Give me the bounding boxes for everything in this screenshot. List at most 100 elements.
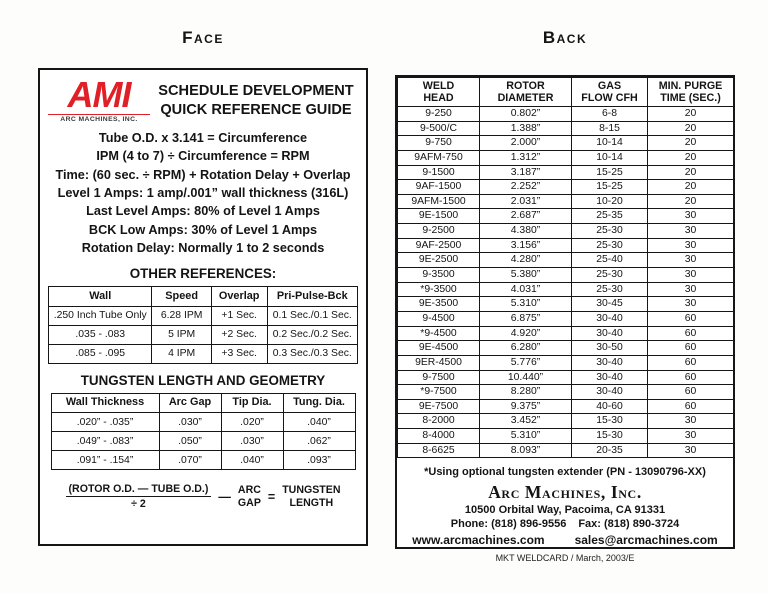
column-header-overlap: Overlap <box>210 286 268 307</box>
table-cell: 25-30 <box>571 267 648 283</box>
tungsten-length-formula: (ROTOR O.D. — TUBE O.D.) ÷ 2 — ARC GAP =… <box>48 483 358 510</box>
table-cell: 9-4500 <box>397 310 480 327</box>
tungsten-heading: TUNGSTEN LENGTH AND GEOMETRY <box>80 372 326 388</box>
table-cell: 60 <box>647 384 734 400</box>
table-cell: 60 <box>647 354 734 371</box>
table-row: .035 - .083 5 IPM +2 Sec. 0.2 Sec./0.2 Sec. <box>47 324 359 345</box>
table-cell: 30-45 <box>571 296 648 312</box>
table-cell: 30 <box>647 237 734 254</box>
table-cell: *9-7500 <box>397 384 480 400</box>
table-cell: 20 <box>647 164 734 181</box>
formula-denominator: ÷ 2 <box>131 498 146 511</box>
table-header-row: WELD HEAD ROTOR DIAMETER GAS FLOW CFH MI… <box>397 77 734 107</box>
table-cell: 6.875” <box>479 310 572 327</box>
table-row: .091” - .154” .070” .040” .093” <box>50 450 356 471</box>
table-cell: 9AFM-750 <box>397 149 480 166</box>
tungsten-label: TUNGSTEN <box>282 484 341 497</box>
table-cell: 0.1 Sec./0.1 Sec. <box>266 305 359 326</box>
table-cell: 15-30 <box>571 413 648 430</box>
table-cell: 9ER-4500 <box>397 354 480 371</box>
company-address: 10500 Orbital Way, Pacoima, CA 91331 <box>464 504 666 517</box>
formula-line: Rotation Delay: Normally 1 to 2 seconds <box>81 240 325 255</box>
table-cell: 20 <box>647 179 734 195</box>
table-cell: 9E-1500 <box>397 208 480 225</box>
table-row: *9-3500 4.031” 25-30 30 <box>397 281 734 298</box>
table-cell: 8-2000 <box>397 413 480 430</box>
tungsten-table: Wall Thickness Arc Gap Tip Dia. Tung. Di… <box>50 392 356 471</box>
company-name: Arc Machines, Inc. <box>488 482 642 503</box>
table-cell: 30-40 <box>571 325 648 342</box>
table-row: 9E-1500 2.687” 25-35 30 <box>397 208 734 225</box>
table-cell: 30 <box>647 208 734 225</box>
other-references-heading: OTHER REFERENCES: <box>129 266 277 282</box>
table-row: .049” - .083” .050” .030” .062” <box>50 431 356 452</box>
table-cell: 30-50 <box>571 340 648 356</box>
table-cell: 30 <box>647 281 734 298</box>
table-cell: 10-14 <box>571 149 648 166</box>
table-cell: 1.312” <box>479 149 572 166</box>
table-cell: +2 Sec. <box>210 324 268 345</box>
table-row: 9-750 2.000” 10-14 20 <box>397 135 734 151</box>
table-cell: 30 <box>647 252 734 269</box>
table-cell: 20 <box>647 120 734 137</box>
table-cell: 0.3 Sec./0.3 Sec. <box>266 343 359 364</box>
table-cell: 5.776” <box>479 354 572 371</box>
back-card: WELD HEAD ROTOR DIAMETER GAS FLOW CFH MI… <box>395 75 735 563</box>
table-cell: 10-14 <box>571 135 648 151</box>
table-cell: .062” <box>282 431 356 452</box>
phone-number: Phone: (818) 896-9556 <box>450 518 567 531</box>
table-cell: 30 <box>647 442 734 459</box>
rotor-tube-fraction: (ROTOR O.D. — TUBE O.D.) ÷ 2 <box>65 483 212 511</box>
table-cell: 6.280” <box>479 340 572 356</box>
table-cell: 0.2 Sec./0.2 Sec. <box>266 324 359 345</box>
table-cell: 4 IPM <box>151 343 212 364</box>
table-cell: 9E-7500 <box>397 398 480 415</box>
formula-line: BCK Low Amps: 30% of Level 1 Amps <box>88 222 318 237</box>
tungsten-length-stack: TUNGSTEN LENGTH <box>282 484 340 509</box>
formula-line: Time: (60 sec. ÷ RPM) + Rotation Delay +… <box>55 167 351 182</box>
table-cell: 9-2500 <box>397 223 480 239</box>
table-row: *9-4500 4.920” 30-40 60 <box>397 325 734 342</box>
table-cell: 4.920” <box>479 325 572 342</box>
table-cell: .020” - .035” <box>50 412 160 433</box>
face-header: AMI Arc Machines, Inc. SCHEDULE DEVELOPM… <box>48 74 358 123</box>
table-cell: 30 <box>647 428 734 444</box>
web-links-row: www.arcmachines.com sales@arcmachines.co… <box>412 533 717 547</box>
formula-line: Last Level Amps: 80% of Level 1 Amps <box>86 204 320 219</box>
table-cell: .020” <box>220 412 284 433</box>
table-cell: 25-40 <box>571 252 648 269</box>
table-cell: 8-6625 <box>397 442 480 459</box>
formula-line: Tube O.D. x 3.141 = Circumference <box>98 131 308 146</box>
table-cell: 25-30 <box>571 237 648 254</box>
table-cell: 9AF-2500 <box>397 237 480 254</box>
table-cell: 5.380” <box>479 267 572 283</box>
table-row: .250 Inch Tube Only 6.28 IPM +1 Sec. 0.1 Se… <box>47 305 359 326</box>
guide-title: SCHEDULE DEVELOPMENT QUICK REFERENCE GUI… <box>158 82 354 118</box>
table-cell: 2.687” <box>479 208 572 225</box>
table-cell: 3.156” <box>479 237 572 254</box>
column-header-tip-dia: Tip Dia. <box>220 392 284 414</box>
table-row: 9E-7500 9.375” 40-60 60 <box>397 398 734 415</box>
table-cell: 9-750 <box>397 135 480 151</box>
column-header-tung-dia: Tung. Dia. <box>282 392 356 414</box>
face-card: AMI Arc Machines, Inc. SCHEDULE DEVELOPM… <box>38 68 368 546</box>
table-cell: 4.280” <box>479 252 572 269</box>
ami-logo-text: AMI <box>67 74 132 115</box>
table-cell: 25-30 <box>571 223 648 239</box>
table-row: 9E-4500 6.280” 30-50 60 <box>397 340 734 356</box>
other-references-table: Wall Speed Overlap Pri-Pulse-Bck .250 In… <box>47 286 359 364</box>
ami-logo: AMI Arc Machines, Inc. <box>48 74 150 123</box>
table-cell: 20 <box>647 193 734 210</box>
sales-email: sales@arcmachines.com <box>574 533 718 548</box>
table-cell: +3 Sec. <box>210 343 268 364</box>
table-cell: .085 - .095 <box>47 343 153 364</box>
table-cell: 5 IPM <box>151 324 212 345</box>
table-cell: *9-4500 <box>397 325 480 342</box>
formula-line: Level 1 Amps: 1 amp/.001” wall thickness… <box>57 186 349 201</box>
table-cell: .070” <box>158 450 222 471</box>
table-row: 9AF-2500 3.156” 25-30 30 <box>397 237 734 254</box>
table-cell: .035 - .083 <box>47 324 153 345</box>
table-cell: .040” <box>282 412 356 433</box>
table-cell: 30 <box>647 413 734 430</box>
table-cell: 60 <box>647 325 734 342</box>
